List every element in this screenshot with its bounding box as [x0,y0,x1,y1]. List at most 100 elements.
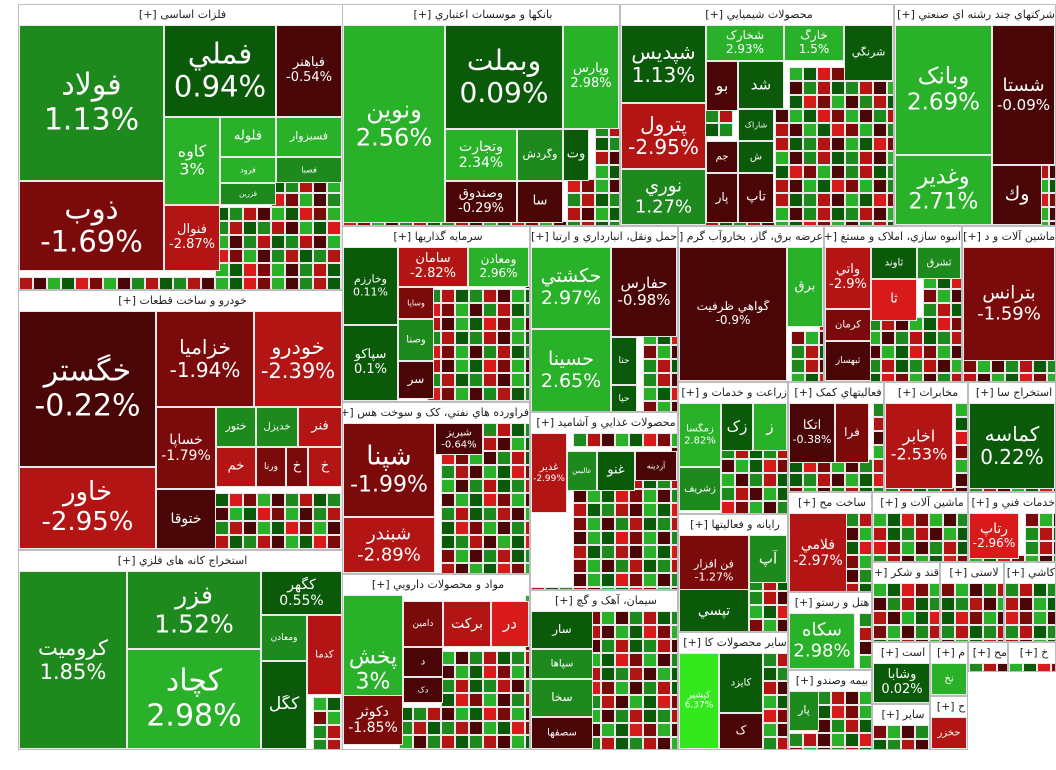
minor-symbol-tile[interactable] [831,705,845,719]
minor-symbol-tile[interactable] [873,81,887,95]
minor-symbol-tile[interactable] [511,373,525,387]
minor-symbol-tile[interactable] [763,681,777,695]
minor-symbol-tile[interactable] [831,123,845,137]
stock-tile[interactable]: وشابا 0.02% [873,663,929,703]
minor-symbol-tile[interactable] [671,545,677,559]
minor-symbol-tile[interactable] [845,719,859,733]
minor-symbol-tile[interactable] [941,611,955,625]
minor-symbol-tile[interactable] [511,721,525,735]
minor-symbol-tile[interactable] [901,611,915,625]
minor-symbol-tile[interactable] [845,569,859,583]
minor-symbol-tile[interactable] [469,563,483,573]
minor-symbol-tile[interactable] [1019,373,1033,381]
minor-symbol-tile[interactable] [929,611,939,625]
stock-tile[interactable]: وك [992,165,1042,225]
expand-toggle[interactable]: [+] [825,230,838,243]
minor-symbol-tile[interactable] [929,597,939,611]
stock-tile[interactable]: خاور -2.95% [19,467,156,549]
minor-symbol-tile[interactable] [915,611,929,625]
stock-tile[interactable]: تاپ [738,173,774,223]
minor-symbol-tile[interactable] [817,109,831,123]
minor-symbol-tile[interactable] [1049,221,1055,225]
minor-symbol-tile[interactable] [327,235,341,249]
minor-symbol-tile[interactable] [873,541,887,555]
minor-symbol-tile[interactable] [271,521,285,535]
minor-symbol-tile[interactable] [901,739,915,749]
minor-symbol-tile[interactable] [1025,541,1039,555]
minor-symbol-tile[interactable] [455,465,469,479]
minor-symbol-tile[interactable] [483,693,497,707]
expand-toggle[interactable]: [+] [690,518,712,531]
expand-toggle[interactable]: [+] [413,8,435,21]
minor-symbol-tile[interactable] [455,521,469,535]
minor-symbol-tile[interactable] [873,725,887,739]
minor-symbol-tile[interactable] [601,489,615,503]
expand-toggle[interactable]: [+] [536,416,558,429]
minor-symbol-tile[interactable] [671,695,677,709]
minor-symbol-tile[interactable] [469,735,483,749]
minor-symbol-tile[interactable] [483,387,497,401]
minor-symbol-tile[interactable] [643,625,657,639]
expand-toggle[interactable]: [+] [897,386,920,399]
minor-symbol-tile[interactable] [845,473,859,487]
minor-symbol-tile[interactable] [657,723,671,737]
minor-symbol-tile[interactable] [511,679,525,693]
stock-tile[interactable]: خگستر -0.22% [19,311,156,467]
minor-symbol-tile[interactable] [915,625,929,639]
minor-symbol-tile[interactable] [789,487,803,491]
minor-symbol-tile[interactable] [441,535,455,549]
minor-symbol-tile[interactable] [341,493,342,507]
minor-symbol-tile[interactable] [951,345,961,359]
minor-symbol-tile[interactable] [671,387,677,401]
minor-symbol-tile[interactable] [859,655,871,669]
minor-symbol-tile[interactable] [983,583,997,597]
minor-symbol-tile[interactable] [1005,373,1019,381]
minor-symbol-tile[interactable] [455,721,469,735]
expand-toggle[interactable]: [+] [972,646,994,659]
minor-symbol-tile[interactable] [803,221,817,225]
minor-symbol-tile[interactable] [497,693,511,707]
minor-symbol-tile[interactable] [601,737,615,749]
minor-symbol-tile[interactable] [951,373,961,381]
stock-tile[interactable]: ذوب -1.69% [19,181,164,271]
minor-symbol-tile[interactable] [483,437,497,451]
minor-symbol-tile[interactable] [859,613,871,627]
stock-tile[interactable]: کگل [261,661,307,749]
minor-symbol-tile[interactable] [271,263,285,277]
minor-symbol-tile[interactable] [859,221,873,225]
minor-symbol-tile[interactable] [1053,555,1055,561]
expand-toggle[interactable]: [+] [118,294,140,307]
minor-symbol-tile[interactable] [749,605,763,619]
minor-symbol-tile[interactable] [455,289,469,303]
stock-tile[interactable]: خديزل [256,407,298,447]
minor-symbol-tile[interactable] [873,639,887,641]
minor-symbol-tile[interactable] [817,165,831,179]
stock-tile[interactable]: شخارک 2.93% [706,25,784,61]
stock-tile[interactable]: ثبهساز [825,341,871,381]
minor-symbol-tile[interactable] [873,109,887,123]
minor-symbol-tile[interactable] [629,545,643,559]
minor-symbol-tile[interactable] [873,555,887,561]
minor-symbol-tile[interactable] [271,207,285,221]
minor-symbol-tile[interactable] [1019,611,1033,625]
minor-symbol-tile[interactable] [525,451,529,465]
minor-symbol-tile[interactable] [657,737,671,749]
minor-symbol-tile[interactable] [455,549,469,563]
minor-symbol-tile[interactable] [845,583,859,591]
minor-symbol-tile[interactable] [455,479,469,493]
minor-symbol-tile[interactable] [775,165,789,179]
minor-symbol-tile[interactable] [601,559,615,573]
minor-symbol-tile[interactable] [525,423,529,437]
minor-symbol-tile[interactable] [497,749,511,750]
minor-symbol-tile[interactable] [983,639,997,641]
minor-symbol-tile[interactable] [511,451,525,465]
stock-tile[interactable]: د [403,647,443,677]
stock-tile[interactable]: فصبا [276,157,342,183]
minor-symbol-tile[interactable] [929,583,939,597]
minor-symbol-tile[interactable] [615,587,629,589]
minor-symbol-tile[interactable] [657,345,671,359]
expand-toggle[interactable]: [+] [1019,646,1042,659]
minor-symbol-tile[interactable] [643,639,657,653]
minor-symbol-tile[interactable] [257,235,271,249]
minor-symbol-tile[interactable] [525,563,529,573]
